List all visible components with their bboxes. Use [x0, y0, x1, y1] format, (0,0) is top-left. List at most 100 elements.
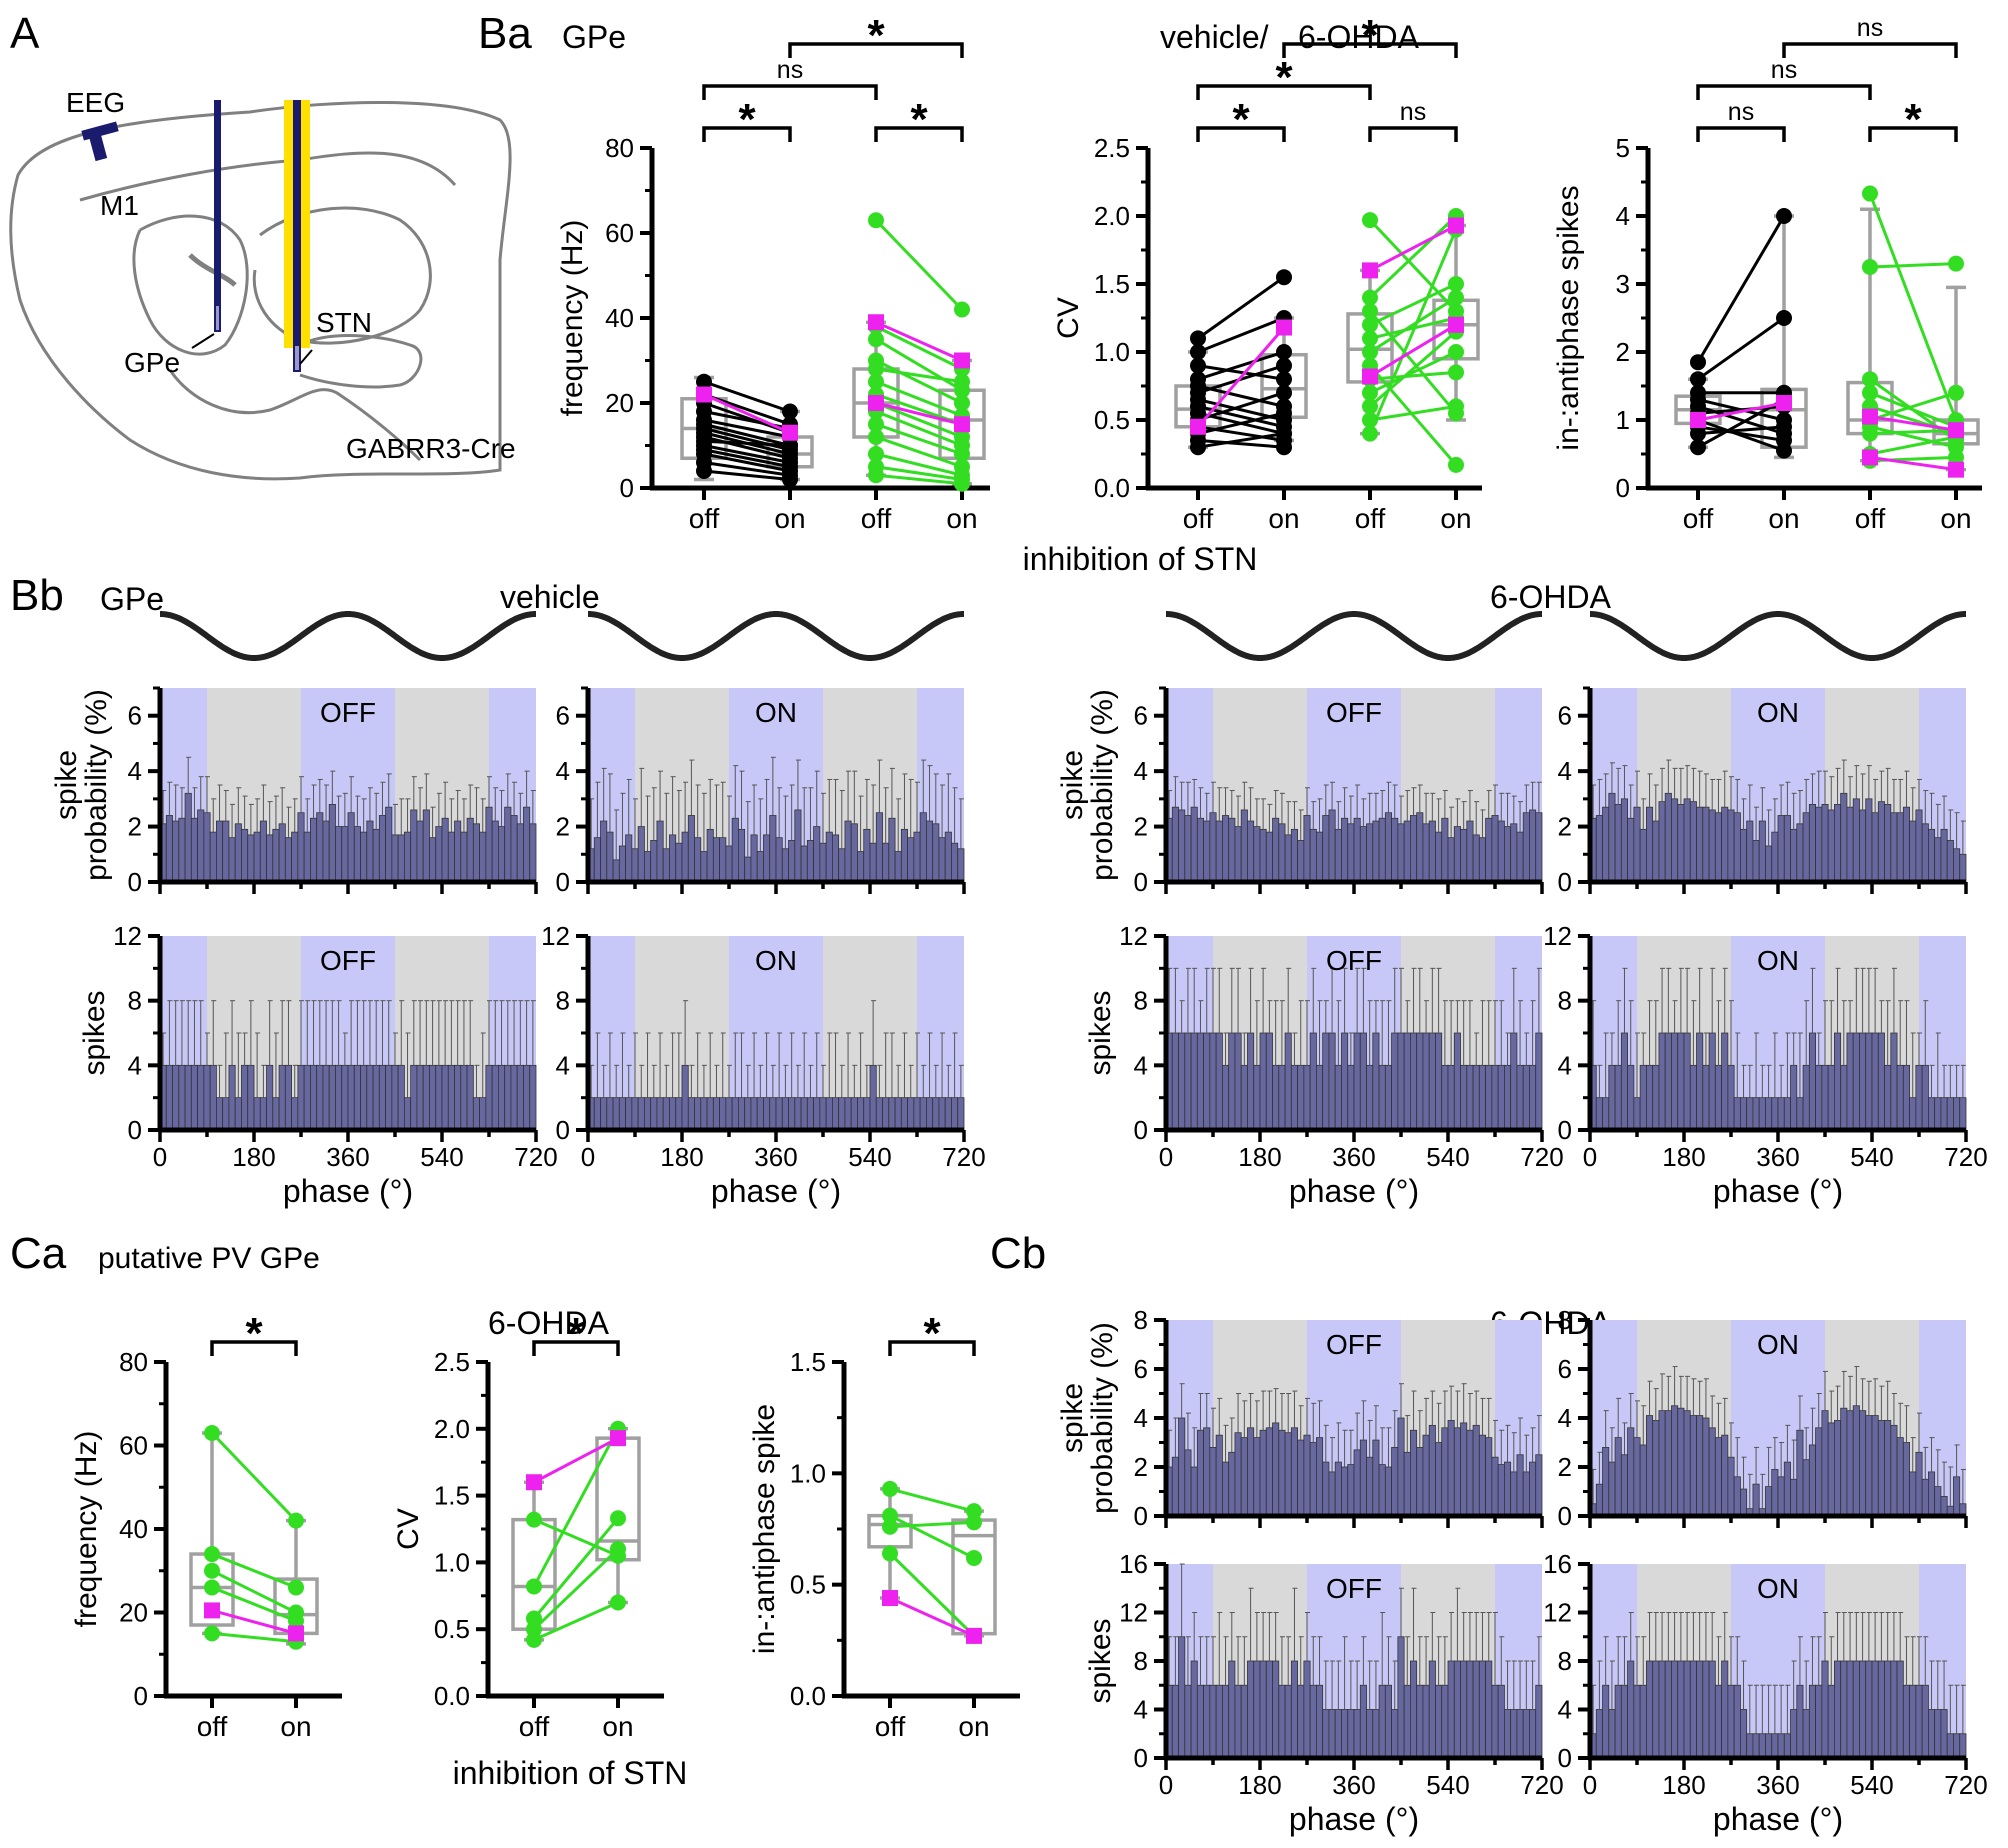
hist-bar [1602, 1447, 1610, 1517]
hist-bar [485, 806, 493, 883]
pair-line [1369, 350, 1457, 395]
series-highlight [882, 1590, 982, 1644]
data-point [526, 1578, 542, 1595]
series-6-OHDA-highlight [1862, 408, 1964, 478]
hist-C_on_prob: 0 2 4 6 8 ON [1558, 1305, 1968, 1531]
pair-line [1196, 326, 1286, 428]
pair-line [532, 1517, 620, 1620]
hist-bar [1915, 809, 1923, 883]
hist-bar [435, 826, 443, 883]
hist-bar [1902, 1064, 1911, 1131]
hist-bar [504, 1064, 512, 1131]
data-point [1276, 319, 1292, 336]
hist-bar [1410, 1032, 1418, 1131]
hist-bar [1915, 1451, 1923, 1517]
hist-bar [612, 1097, 620, 1131]
pair-line [1369, 224, 1457, 272]
series-6-OHDA [882, 1480, 982, 1644]
y-tick-label: 12 [541, 921, 570, 951]
hist-bar [1890, 1032, 1898, 1131]
hist-bar [247, 1064, 255, 1131]
hist-bar [441, 1064, 449, 1131]
hist-bar [1727, 809, 1735, 883]
hist-bar [1896, 1437, 1904, 1517]
x-tick-label: off [197, 1711, 228, 1742]
hist-bar [1485, 1064, 1493, 1131]
hist-bar [1522, 1064, 1530, 1131]
oscillation-wave [1590, 611, 1966, 661]
hist-bar [1341, 1032, 1349, 1131]
y-tick-label: 12 [1543, 921, 1572, 951]
series-6-OHDA [526, 1420, 626, 1648]
stn-anat-label: STN [316, 307, 372, 338]
pair-line [1368, 214, 1458, 299]
hist-bar [1953, 1097, 1961, 1131]
x-tick-label: 360 [1756, 1770, 1799, 1800]
data-point [868, 314, 884, 331]
hist-bar [1334, 1461, 1342, 1517]
hist-bar [1447, 1420, 1455, 1517]
pair-line [1369, 282, 1457, 327]
hist-bar [1708, 1660, 1716, 1759]
hist-bar [416, 820, 424, 883]
hist-bar [447, 831, 455, 883]
y-tick-label: 4 [556, 756, 570, 786]
hist-bar [850, 1097, 858, 1131]
condition-label: OFF [320, 697, 376, 728]
hist-bar [241, 828, 249, 883]
pair-line [1368, 364, 1458, 466]
hist-bar [1491, 815, 1499, 883]
series-vehicle [1190, 269, 1292, 456]
pair-line [1368, 310, 1458, 415]
data-point [782, 424, 798, 441]
hist-bar [1247, 1660, 1255, 1759]
y-tick-label: 4 [1134, 756, 1148, 786]
hist-bar [1209, 1684, 1217, 1759]
data-point [610, 1541, 626, 1558]
sig-ns: ns [777, 56, 803, 84]
hist-bar [1184, 1032, 1192, 1131]
hist-bar [1303, 1064, 1311, 1131]
gpe-anat-label: GPe [124, 347, 180, 378]
pair-line [1197, 425, 1285, 442]
hist-bar [1272, 1660, 1280, 1759]
data-point [1190, 330, 1206, 347]
hist-bar [1478, 1064, 1487, 1131]
hist-bar [725, 845, 733, 883]
hist-bar [1859, 1410, 1867, 1517]
hist-bar [1746, 820, 1754, 883]
hist-bar [769, 815, 777, 883]
hist-bar [1696, 1032, 1704, 1131]
x-axis-label: phase (°) [1289, 1801, 1419, 1837]
hist-bar [416, 1064, 424, 1131]
hist-bar [1297, 840, 1305, 883]
hist-bar [888, 1097, 896, 1131]
hist-bar [1341, 817, 1349, 883]
hist-bar [184, 792, 192, 883]
y-tick-label: 2 [1558, 1452, 1572, 1482]
sig-star: * [1361, 11, 1379, 60]
hist-bar [1790, 828, 1798, 883]
hist-bar [1234, 826, 1242, 883]
series-vehicle-highlight [696, 386, 798, 441]
hist-bar [460, 1064, 468, 1131]
y-tick-label: 8 [1558, 1646, 1572, 1676]
hist-bar [1228, 1660, 1236, 1759]
hist-bar [1196, 817, 1205, 883]
chart-Ba1: 0 20 40 60 80 off on off on frequency (Hz) * * ns * [556, 11, 990, 534]
hist-bar [1677, 1407, 1685, 1517]
hist-bar [1209, 1447, 1217, 1517]
x-tick-label: 0 [581, 1142, 595, 1172]
hist-bar [819, 842, 827, 883]
hist-bar [1627, 817, 1635, 883]
hist-bar [618, 1097, 626, 1131]
hist-bar [1297, 1439, 1305, 1517]
pair-line [1369, 330, 1457, 408]
hist-bar [1228, 1451, 1236, 1517]
hist-bar [1253, 1660, 1261, 1759]
pair-line [211, 1608, 297, 1635]
x-tick-label: 540 [848, 1142, 891, 1172]
hist-bar [1953, 1733, 1961, 1759]
pair-line [1368, 229, 1458, 435]
